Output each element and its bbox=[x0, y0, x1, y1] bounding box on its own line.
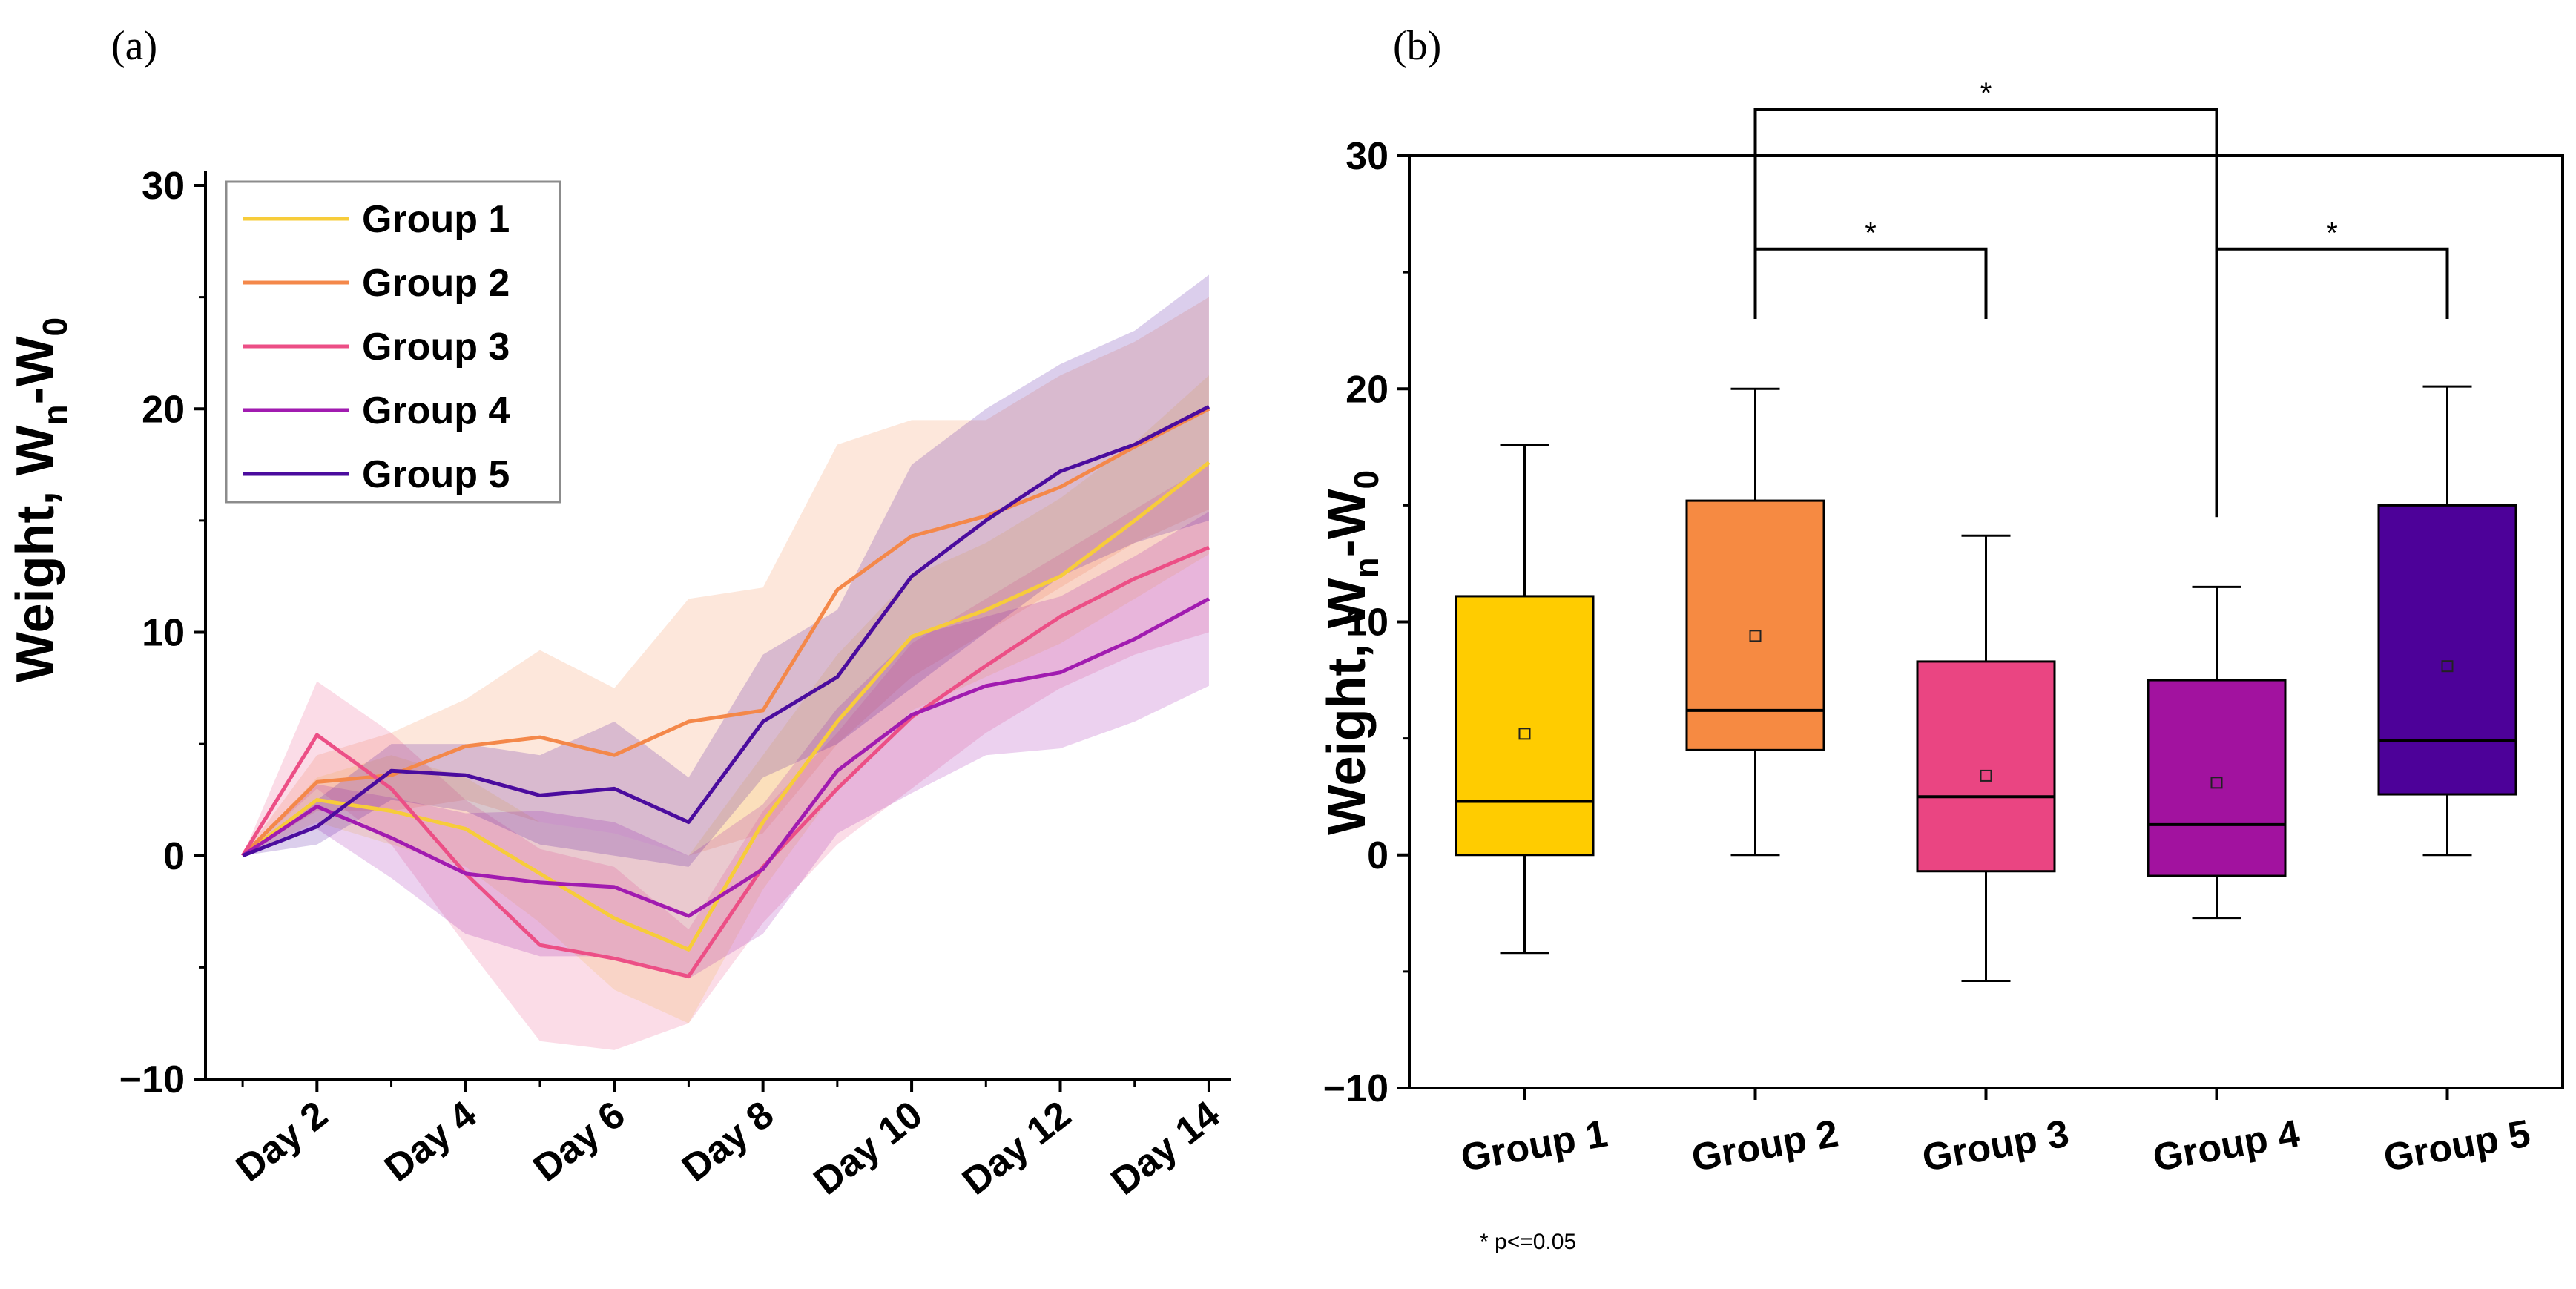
y-tick-label: 0 bbox=[1367, 834, 1389, 877]
footnote: * p<=0.05 bbox=[1480, 1230, 1576, 1254]
band-1 bbox=[243, 375, 1209, 1023]
mean-marker bbox=[1518, 728, 1531, 740]
mean-marker bbox=[2441, 660, 2454, 673]
band-4 bbox=[243, 511, 1209, 979]
significance-brackets: * * * bbox=[1753, 77, 2449, 518]
series-line-5 bbox=[242, 405, 1210, 858]
panel-b-label: (b) bbox=[1393, 23, 1441, 69]
legend-label: Group 5 bbox=[362, 453, 510, 496]
y-axis-label: Weight, Wn-W0 bbox=[1317, 470, 1386, 835]
legend-label: Group 4 bbox=[362, 389, 510, 432]
x-tick-label: Day 2 bbox=[228, 1093, 336, 1190]
series-bands bbox=[243, 274, 1209, 1050]
significance-bracket bbox=[2215, 247, 2449, 518]
x-tick-label: Group 3 bbox=[1919, 1112, 2072, 1180]
legend: Group 1 Group 2 Group 3 Group 4 Group 5 bbox=[225, 180, 561, 504]
y-axis-label: Weight, Wn-W0 bbox=[6, 317, 74, 682]
y-tick-label: 10 bbox=[1345, 601, 1389, 644]
x-tick-label: Group 1 bbox=[1457, 1112, 1610, 1180]
significance-bracket bbox=[1753, 247, 1988, 319]
x-tick-label: Group 4 bbox=[2150, 1112, 2302, 1180]
significance-star: * bbox=[1865, 217, 1877, 250]
x-tick-label: Group 2 bbox=[1688, 1112, 1841, 1180]
y-tick-label: 10 bbox=[142, 612, 185, 655]
box-5 bbox=[2377, 504, 2517, 796]
y-tick-label: 20 bbox=[1345, 368, 1389, 411]
significance-star: * bbox=[1980, 77, 1992, 110]
x-tick-label: Day 12 bbox=[955, 1093, 1079, 1204]
box-3 bbox=[1916, 660, 2056, 873]
panel-a: (a) 30 20 10 0 −10 Day 2 Day 4 Day 6 Day 8 Day 10… bbox=[6, 23, 1231, 1204]
x-tick-label: Day 6 bbox=[526, 1093, 633, 1190]
y-tick-label: 30 bbox=[142, 165, 185, 208]
legend-label: Group 3 bbox=[362, 326, 510, 369]
x-tick-label: Day 4 bbox=[377, 1093, 484, 1190]
series-lines bbox=[240, 405, 1210, 978]
boxes bbox=[1455, 385, 2517, 982]
band-2 bbox=[243, 297, 1209, 856]
legend-box bbox=[225, 180, 561, 504]
mean-marker bbox=[1749, 630, 1762, 642]
x-tick-label: Day 14 bbox=[1103, 1093, 1228, 1204]
x-tick-label: Day 8 bbox=[674, 1093, 782, 1190]
y-tick-label: 0 bbox=[163, 835, 185, 878]
y-tick-label: −10 bbox=[1323, 1067, 1389, 1110]
panel-b: (b) 30 20 10 0 −10 Group 1 Group 2 Group 3 Group… bbox=[1317, 23, 2564, 1254]
box-2 bbox=[1685, 499, 1825, 751]
panel-a-label: (a) bbox=[111, 23, 157, 69]
box-1 bbox=[1455, 595, 1595, 857]
x-tick-label: Day 10 bbox=[806, 1093, 931, 1204]
x-tick-label: Group 5 bbox=[2380, 1112, 2533, 1180]
y-tick-label: 20 bbox=[142, 388, 185, 431]
legend-label: Group 1 bbox=[362, 198, 510, 241]
band-3 bbox=[243, 464, 1209, 1050]
mean-marker bbox=[2210, 777, 2223, 789]
band-5 bbox=[243, 274, 1209, 867]
series-line-1 bbox=[241, 461, 1210, 952]
y-tick-label: −10 bbox=[119, 1058, 185, 1101]
mean-marker bbox=[1980, 769, 1992, 782]
series-line-4 bbox=[241, 597, 1210, 918]
series-line-3 bbox=[240, 545, 1210, 978]
significance-star: * bbox=[2326, 217, 2338, 250]
legend-label: Group 2 bbox=[362, 262, 510, 305]
y-tick-label: 30 bbox=[1345, 135, 1389, 178]
